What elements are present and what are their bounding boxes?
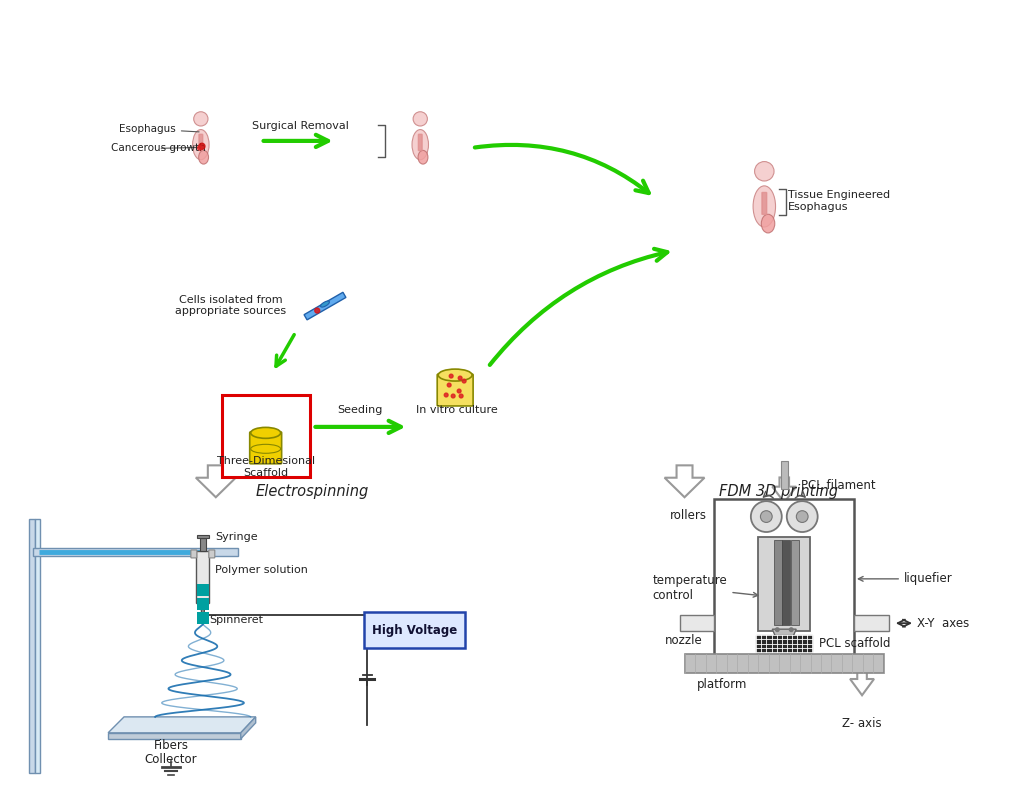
FancyBboxPatch shape (365, 612, 465, 648)
FancyBboxPatch shape (419, 135, 422, 150)
Circle shape (751, 501, 781, 532)
Polygon shape (304, 292, 346, 320)
Ellipse shape (761, 215, 775, 233)
Circle shape (458, 389, 461, 393)
Polygon shape (772, 629, 797, 643)
Text: PCL filament: PCL filament (801, 479, 876, 492)
Text: Electrospinning: Electrospinning (256, 484, 369, 499)
Circle shape (314, 308, 319, 313)
Circle shape (199, 143, 205, 150)
Circle shape (452, 394, 455, 398)
Ellipse shape (251, 428, 281, 438)
Ellipse shape (193, 130, 209, 160)
Polygon shape (850, 669, 874, 695)
Text: Cells isolated from
appropriate sources: Cells isolated from appropriate sources (175, 295, 287, 316)
Text: Z- axis: Z- axis (842, 717, 882, 730)
FancyBboxPatch shape (190, 550, 197, 558)
Text: liquefier: liquefier (858, 573, 952, 585)
Circle shape (459, 394, 463, 398)
FancyBboxPatch shape (792, 540, 799, 625)
Ellipse shape (321, 301, 330, 307)
Text: nozzle: nozzle (665, 634, 702, 646)
FancyBboxPatch shape (437, 374, 473, 406)
Text: Three-Dimesional
Scaffold: Three-Dimesional Scaffold (217, 456, 314, 478)
FancyBboxPatch shape (759, 536, 810, 631)
FancyBboxPatch shape (684, 654, 884, 673)
FancyBboxPatch shape (854, 615, 889, 631)
Text: Esophagus: Esophagus (119, 124, 199, 134)
Text: High Voltage: High Voltage (372, 623, 458, 637)
FancyBboxPatch shape (200, 538, 206, 551)
FancyBboxPatch shape (34, 549, 238, 557)
Text: platform: platform (696, 679, 746, 691)
FancyBboxPatch shape (774, 540, 781, 625)
FancyBboxPatch shape (222, 395, 309, 477)
Polygon shape (109, 717, 256, 733)
Polygon shape (772, 478, 797, 502)
Circle shape (790, 628, 793, 631)
Text: Fibers: Fibers (154, 739, 188, 752)
Ellipse shape (753, 186, 775, 227)
FancyBboxPatch shape (762, 192, 767, 215)
FancyBboxPatch shape (197, 551, 209, 604)
Text: temperature
control: temperature control (652, 574, 758, 602)
Circle shape (198, 146, 202, 150)
Text: Tissue Engineered
Esophagus: Tissue Engineered Esophagus (788, 190, 891, 212)
Polygon shape (196, 466, 236, 497)
Polygon shape (241, 717, 256, 739)
Text: Spinneret: Spinneret (209, 615, 263, 625)
FancyBboxPatch shape (780, 461, 787, 489)
FancyBboxPatch shape (197, 612, 209, 624)
Text: Polymer solution: Polymer solution (215, 565, 307, 575)
Text: Syringe: Syringe (215, 531, 257, 542)
FancyBboxPatch shape (757, 635, 812, 652)
Text: FDM 3D printing: FDM 3D printing (720, 484, 839, 499)
Text: Surgical Removal: Surgical Removal (252, 121, 349, 131)
Ellipse shape (412, 130, 428, 160)
Circle shape (413, 112, 427, 126)
Text: Cancerous growth: Cancerous growth (111, 143, 206, 154)
Circle shape (444, 393, 449, 397)
Ellipse shape (438, 369, 472, 381)
Circle shape (786, 501, 818, 532)
FancyBboxPatch shape (197, 535, 209, 539)
Circle shape (797, 511, 808, 523)
Text: Seeding: Seeding (338, 405, 383, 415)
Circle shape (775, 628, 779, 631)
Circle shape (459, 376, 462, 380)
FancyBboxPatch shape (197, 598, 209, 611)
FancyBboxPatch shape (250, 432, 282, 464)
FancyBboxPatch shape (782, 540, 790, 625)
FancyBboxPatch shape (30, 519, 35, 773)
Circle shape (462, 379, 466, 383)
FancyBboxPatch shape (209, 550, 215, 558)
FancyBboxPatch shape (197, 584, 209, 596)
Text: rollers: rollers (670, 509, 707, 522)
Polygon shape (201, 604, 205, 617)
Circle shape (755, 162, 774, 181)
FancyBboxPatch shape (715, 499, 854, 659)
Ellipse shape (199, 150, 209, 164)
Circle shape (447, 383, 451, 387)
FancyBboxPatch shape (35, 519, 40, 773)
FancyBboxPatch shape (199, 135, 203, 150)
Circle shape (194, 112, 208, 126)
Text: Collector: Collector (144, 752, 198, 766)
Ellipse shape (418, 150, 428, 164)
FancyBboxPatch shape (680, 615, 715, 631)
Circle shape (761, 511, 772, 523)
Text: In vitro culture: In vitro culture (417, 405, 498, 415)
Polygon shape (665, 466, 705, 497)
Polygon shape (109, 733, 241, 739)
Text: PCL scaffold: PCL scaffold (819, 637, 891, 650)
Text: X-Y  axes: X-Y axes (916, 617, 969, 630)
Circle shape (450, 374, 453, 378)
